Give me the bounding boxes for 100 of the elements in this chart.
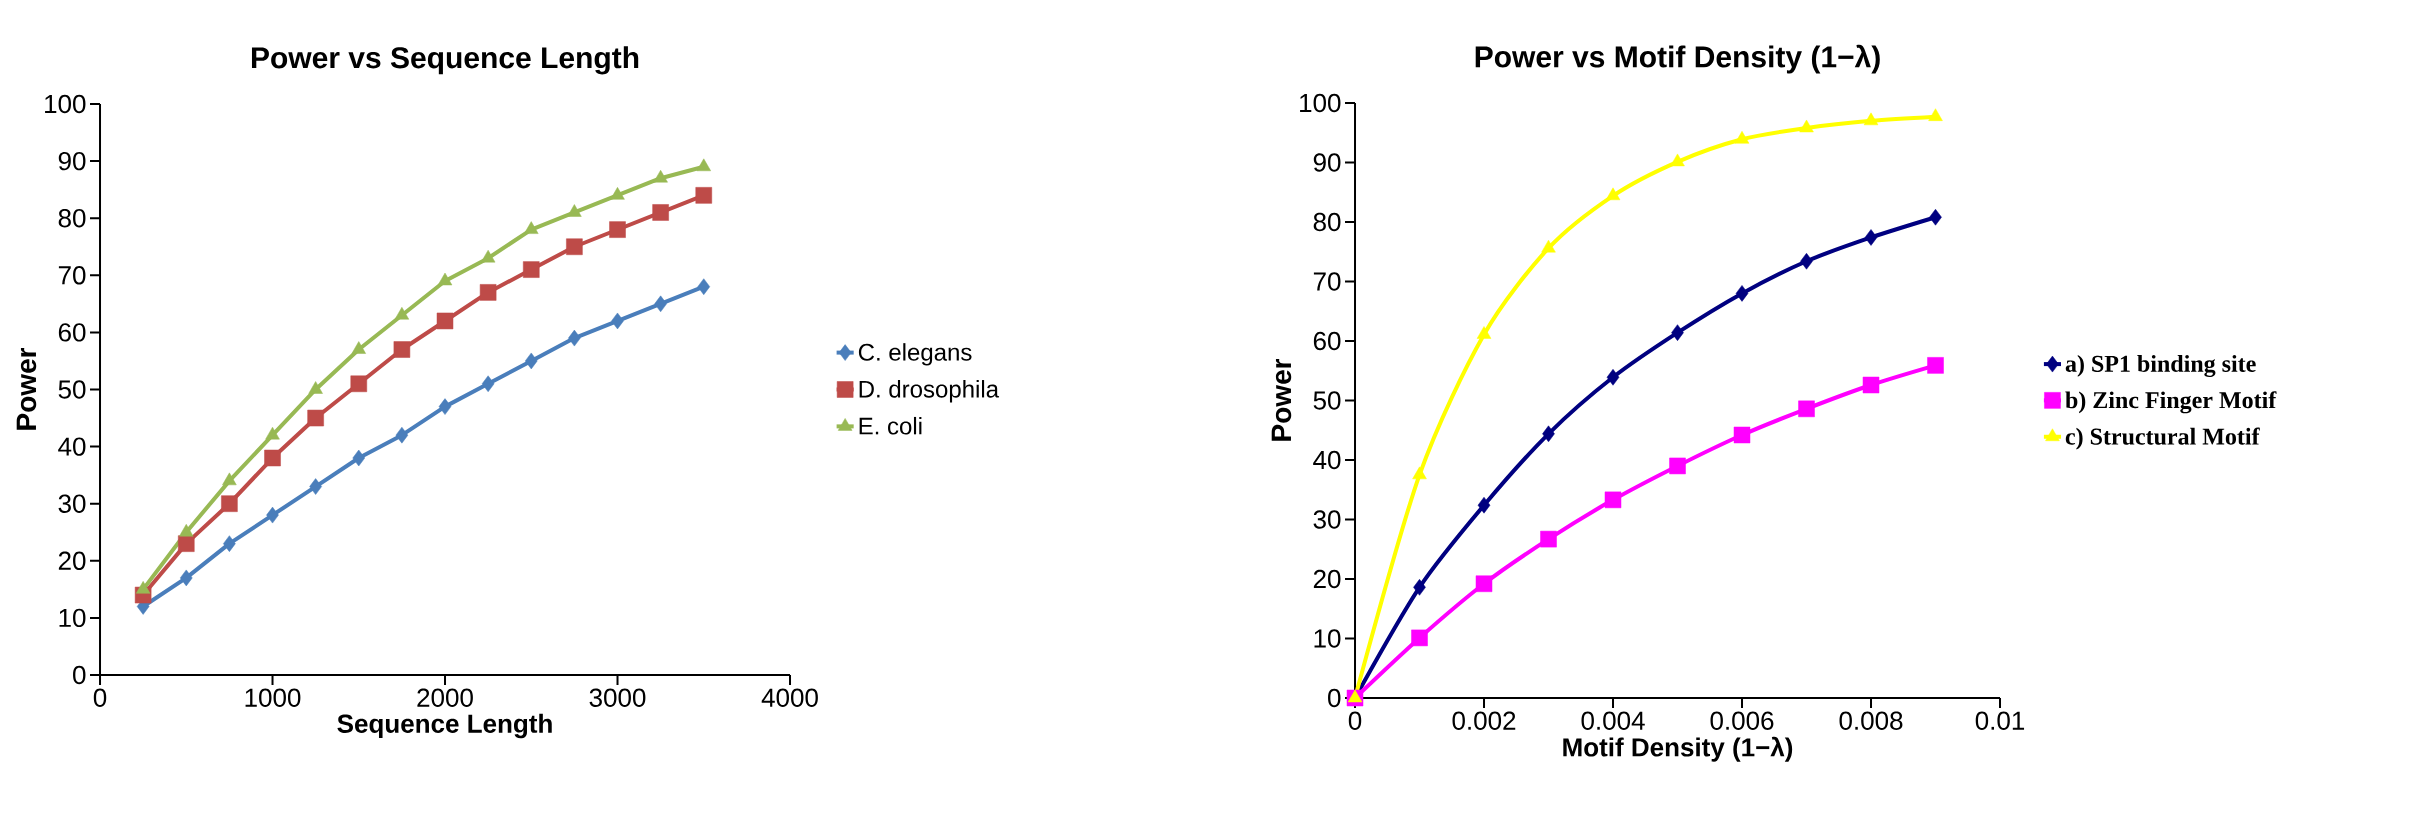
y-tick-label: 30 [1313,510,1341,529]
point [221,495,238,512]
point [697,278,711,295]
point [1798,400,1815,418]
point [695,187,713,204]
y-tick-label: 70 [58,266,86,285]
point [696,158,711,172]
point [265,426,280,440]
point [1863,112,1879,126]
x-tick-label: 0 [93,688,107,707]
y-axis-title: Power [1271,358,1292,441]
point [436,312,454,330]
x-axis-title: Motif Density (1−λ) [1563,736,1793,762]
point [438,398,452,415]
x-tick-label: 1000 [245,688,301,707]
point [264,449,281,467]
point [223,535,236,552]
point [1605,187,1621,201]
point [135,581,151,594]
y-tick-label: 20 [58,551,86,570]
point [1928,108,1943,121]
point [653,169,668,183]
y-tick-label: 40 [58,437,86,456]
point [1669,457,1686,475]
point [1476,326,1492,339]
point [1606,369,1620,386]
legend-label: E. coli [859,416,922,435]
x-tick-label: 4000 [761,688,818,707]
y-tick-label: 70 [1313,272,1341,291]
x-tick-label: 0.008 [1839,711,1903,730]
y-tick-label: 100 [45,94,86,114]
point [1542,425,1555,443]
point [1799,119,1814,133]
point [1862,376,1880,394]
y-tick-label: 90 [58,151,86,171]
point [1670,153,1685,167]
point [266,506,279,524]
y-tick-label: 10 [59,608,86,628]
x-tick-label: 3000 [589,688,646,707]
point [1929,208,1942,226]
point [1540,530,1557,548]
point [523,261,540,278]
point [351,341,366,354]
point [1733,426,1751,444]
y-tick-label: 100 [1300,93,1341,113]
point [1927,357,1944,374]
point [1864,229,1878,246]
chart-title: Power vs Motif Density (1−λ) [1475,44,1880,74]
legend-label: c) Structural Motif [2065,427,2260,450]
point [524,221,539,234]
point [567,204,582,217]
point [178,535,195,552]
point [350,375,368,393]
point [1413,579,1426,596]
point [1477,496,1491,514]
point [480,249,496,263]
point [179,523,194,537]
point [1800,253,1813,270]
point [1541,239,1556,253]
point [566,238,583,255]
x-tick-label: 0.01 [1975,711,2025,730]
y-axis-title: Power [16,347,37,430]
y-tick-label: 50 [1313,391,1341,410]
y-tick-label: 40 [1313,450,1341,470]
y-tick-label: 20 [1313,569,1341,589]
point [609,221,626,238]
x-axis-title: Sequence Length [337,713,552,739]
point [1604,491,1622,509]
point [611,312,624,330]
y-tick-label: 60 [58,323,86,342]
legend-label: a) SP1 binding site [2065,355,2256,377]
point [1734,131,1750,144]
point [610,187,625,200]
point [1475,575,1493,592]
point [525,352,538,370]
point [394,307,410,320]
point [393,341,411,358]
y-tick-label: 10 [1314,629,1341,648]
point [1671,324,1684,341]
y-tick-label: 30 [58,494,86,513]
y-tick-label: 0 [73,665,86,685]
point [308,381,323,394]
point [479,284,497,301]
point [437,272,453,286]
point [180,569,193,587]
legend-label: b) Zinc Finger Motif [2065,391,2277,414]
x-tick-label: 0.004 [1581,711,1645,730]
point [1735,285,1749,302]
x-tick-label: 0.006 [1710,711,1774,730]
x-tick-label: 0 [1348,711,1362,730]
y-tick-label: 80 [58,208,86,228]
y-tick-label: 80 [1313,212,1341,232]
point [352,449,366,467]
point [652,204,669,221]
point [395,426,409,444]
point [309,478,322,495]
point [222,472,237,486]
point [1412,466,1427,480]
point [481,375,495,393]
chart-title: Power vs Sequence Length [251,46,639,75]
